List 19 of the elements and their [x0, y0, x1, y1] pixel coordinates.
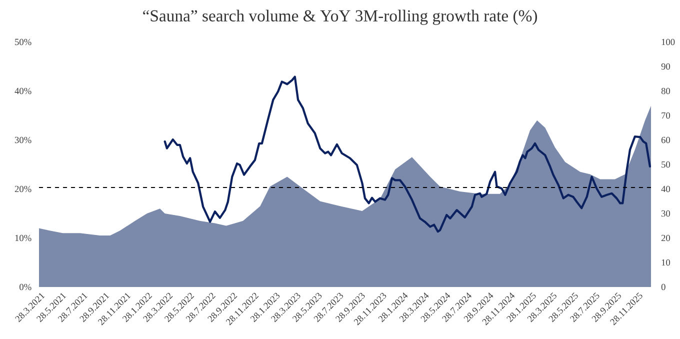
y-tick-label: 40%: [14, 88, 32, 94]
line-series: [164, 76, 652, 233]
y2-tick-label: 70: [662, 112, 670, 119]
y2-tick-label: 0: [661, 284, 666, 290]
y2-tick-label: 10: [662, 259, 670, 266]
y-tick-label: 50%: [15, 38, 32, 46]
chart-title: “Sauna” search volume & YoY 3M-rolling growth rate (%): [143, 10, 537, 25]
y-tick-label: 10%: [15, 234, 32, 242]
y2-tick-label: 90: [661, 63, 670, 70]
y-tick-label: 30%: [14, 136, 32, 144]
y2-tick-label: 100: [662, 38, 675, 46]
y2-tick-label: 50: [662, 161, 670, 168]
y-tick-label: 0%: [20, 284, 32, 290]
y2-tick-label: 30: [661, 210, 670, 217]
y2-tick-label: 40: [661, 186, 670, 192]
y2-tick-label: 80: [661, 88, 670, 94]
y-tick-label: 20%: [14, 186, 32, 192]
y2-tick-label: 60: [661, 136, 670, 144]
y2-tick-label: 20: [661, 234, 670, 242]
